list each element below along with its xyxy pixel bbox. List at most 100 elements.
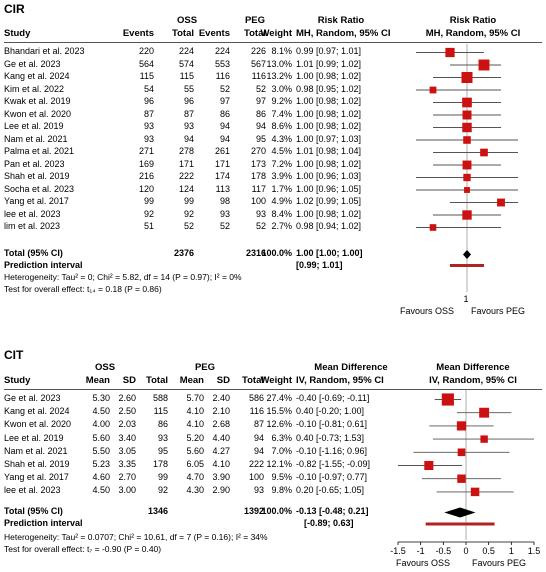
cir-weight: 8.6% [271,121,292,131]
cit-sd-peg: 2.40 [212,393,230,403]
cir-total-peg: 270 [250,146,266,156]
cir-events-peg: 113 [215,183,230,194]
cir-events-peg: 116 [215,71,230,81]
cit-total-oss: 86 [157,419,168,430]
cir-total-oss: 87 [183,108,194,119]
cir-events-peg: 86 [219,108,230,119]
cir-total-oss: 55 [183,83,194,94]
cit-total-peg: 586 [248,393,264,403]
cir-events-peg: 553 [214,58,230,69]
cir-weight-header: Weight [260,28,293,39]
cir-heterogeneity: Heterogeneity: Tau² = 0; Chi² = 5.82, df… [4,272,242,282]
cir-weight: 4.5% [271,146,292,156]
cit-effect-ci: 0.40 [-0.20; 1.00] [296,406,365,417]
cir-weight: 7.4% [271,108,292,119]
cir-study-name: Bhandari et al. 2023 [4,46,85,56]
cit-total-oss: 99 [157,472,168,483]
cir-events-oss: 92 [143,208,154,219]
cit-tick-label: -1.5 [390,546,406,556]
cir-study-marker [462,160,472,170]
cir-total-oss: 96 [183,96,194,106]
cit-total-oss: 92 [157,485,168,496]
cir-effect-ci: 1.00 [0.96; 1.03] [296,171,362,181]
cir-events-oss: 220 [138,46,154,56]
cit-tick-label: 0 [463,546,469,556]
cir-events-peg: 52 [219,221,230,231]
cir-events-oss: 87 [143,108,154,119]
cir-study-marker [463,136,471,144]
cit-sd1-header: SD [122,375,136,386]
cit-sd-peg: 4.40 [212,432,230,443]
cir-events-peg: 174 [214,171,230,181]
cit-sd-oss: 2.03 [118,419,136,430]
cir-weight: 8.1% [271,46,292,56]
cit-total-weight: 100.0% [261,506,292,516]
cit-study-name: Yang et al. 2017 [4,472,69,483]
cir-effect-title: Risk Ratio [317,15,365,26]
cit-mean-oss: 4.50 [92,485,110,496]
cit-header-divider [4,389,542,390]
cir-total-peg: 173 [250,158,266,169]
cit-mean-peg: 4.10 [186,406,204,417]
cir-study-name: Kang et al. 2024 [4,71,70,81]
cir-axis-tick: 1 [463,294,469,304]
cit-plot-subheader: IV, Random, 95% CI [429,375,517,386]
cir-events-oss: 96 [143,96,154,106]
cit-weight: 12.1% [266,459,292,469]
cir-group1-header: OSS [176,15,198,26]
cir-study-name: Kwon et al. 2020 [4,108,72,119]
cir-total-peg: 567 [250,58,266,69]
cir-plot-subheader: MH, Random, 95% CI [425,28,521,39]
cit-effect-ci: -0.10 [-0.81; 0.61] [296,419,368,430]
cit-tick-label: 1.5 [527,546,541,556]
cir-events-peg: 52 [219,83,230,94]
cit-study-marker [424,460,434,471]
cir-study-name: Ge et al. 2023 [4,58,61,69]
cit-plot-title: Mean Difference [436,362,510,373]
cir-events-peg: 94 [219,133,230,144]
cit-mean-oss: 5.30 [92,393,110,403]
cit-effect-ci: -0.82 [-1.55; -0.09] [296,459,371,469]
cir-total-peg: 116 [251,71,266,81]
cit-total-oss: 93 [157,432,168,443]
cit-sd-peg: 2.10 [212,406,230,417]
cir-total-oss: 92 [183,208,194,219]
cir-total-peg: 93 [255,208,266,219]
cit-mean-oss: 5.23 [92,459,110,469]
cir-study-marker [429,224,437,231]
cir-weight: 4.9% [271,196,292,206]
cit-study-name: Ge et al. 2023 [4,393,61,403]
cit-study-marker [479,407,490,418]
cir-effect-ci: 1.01 [0.99; 1.02] [296,58,362,69]
cir-effect-ci: 1.00 [0.98; 1.02] [296,121,362,131]
cir-study-name: Palma et al. 2021 [4,146,75,156]
cit-study-marker [457,448,466,457]
cir-events-oss: 93 [143,121,154,131]
cit-total-n2: 1392 [243,506,264,516]
cit-total-peg: 116 [249,406,264,417]
cir-section-title: CIR [4,2,25,16]
cit-study-marker [441,393,454,406]
cir-events-peg: 224 [214,46,230,56]
cit-sd-oss: 3.00 [118,485,136,496]
cir-total-n1: 2376 [173,248,194,258]
cir-events-oss: 216 [138,171,154,181]
cir-effect-ci: 0.98 [0.95; 1.02] [296,83,362,94]
cit-weight: 6.3% [271,432,292,443]
cit-weight: 9.5% [271,472,292,483]
cir-events-oss: 115 [139,71,154,81]
cir-total-oss: 115 [179,71,194,81]
cir-study-name: lim et al. 2023 [4,221,61,231]
cit-total-n1: 1346 [147,506,168,516]
cir-total1-header: Total [172,28,194,39]
cit-study-name: Shah et al. 2019 [4,459,70,469]
cir-study-marker [463,173,471,182]
cir-pooled-diamond [463,250,471,259]
cit-prediction-ci: [-0.89; 0.63] [304,518,354,528]
cit-mean-peg: 5.20 [186,432,204,443]
cir-total-peg: 178 [250,171,266,181]
cir-total-peg: 226 [250,46,266,56]
cir-events2-header: Events [198,28,230,39]
cit-tick-label: 1 [508,546,514,556]
cir-weight: 13.0% [266,58,292,69]
